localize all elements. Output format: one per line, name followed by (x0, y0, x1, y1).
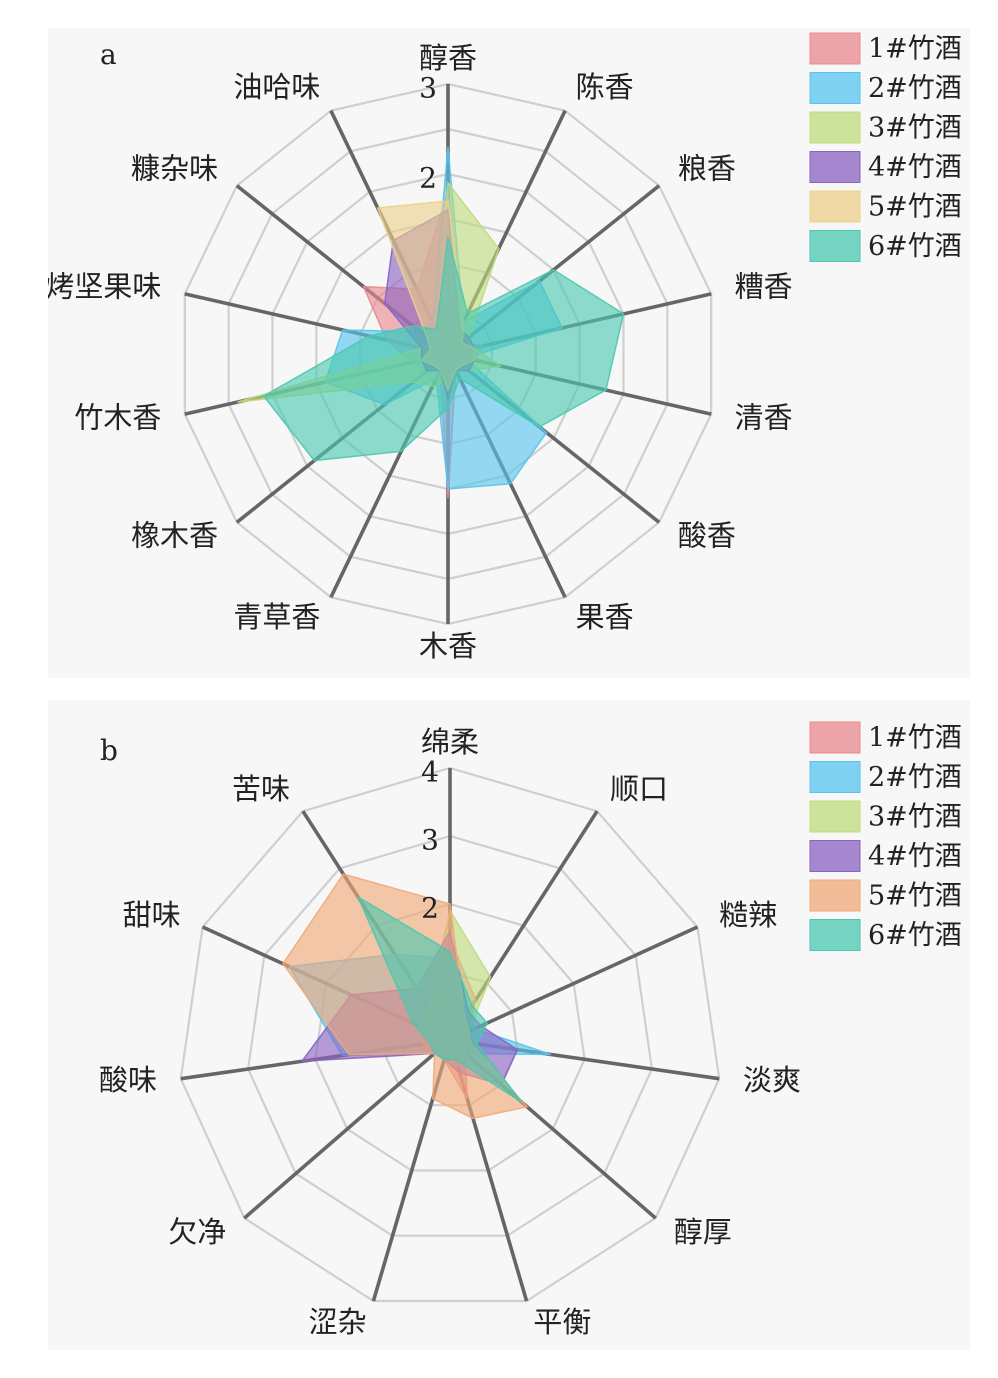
chart-b-series-6-area (356, 895, 523, 1103)
chart-a-legend-swatch-5 (809, 190, 861, 223)
chart-a-axis-label-3: 糟香 (735, 270, 793, 304)
chart-b-axis-label-6: 涩杂 (309, 1305, 367, 1339)
chart-a-legend-swatch-1 (809, 32, 861, 65)
chart-b-axis-label-4: 醇厚 (674, 1215, 732, 1249)
chart-a-tick-label-0: 2 (419, 162, 437, 195)
chart-b-legend-label-4: 4#竹酒 (868, 841, 962, 872)
chart-b-axis-label-9: 甜味 (123, 898, 181, 932)
chart-b-legend-swatch-4 (809, 840, 861, 872)
chart-b-tick-label-1: 3 (421, 824, 439, 857)
chart-a-legend-swatch-6 (809, 230, 861, 262)
chart-b-axis-label-3: 淡爽 (743, 1063, 801, 1097)
chart-a-axis-label-9: 橡木香 (131, 518, 218, 552)
chart-a-axis-label-8: 青草香 (233, 600, 320, 634)
chart-b-axis-label-8: 酸味 (99, 1063, 157, 1097)
radar-chart-b: 2 3 4 绵柔顺口糙辣淡爽醇厚平衡 涩杂 欠净 酸味 甜味 苦味 b 1#竹酒 2#竹酒 3#竹酒 4#… (48, 700, 970, 1350)
chart-b-legend-label-2: 2#竹酒 (868, 762, 962, 793)
chart-b-legend-label-3: 3#竹酒 (868, 802, 962, 833)
chart-a-legend-swatch-4 (809, 151, 861, 183)
chart-b-axis-label-0: 绵柔 (421, 725, 479, 759)
chart-a-axis-label-4: 清香 (735, 400, 793, 434)
chart-a-axis-label-0: 醇香 (419, 41, 477, 75)
chart-a-legend-label-4: 4#竹酒 (868, 152, 962, 183)
chart-b-legend-swatch-2 (809, 761, 861, 793)
chart-b-legend-label-1: 1#竹酒 (868, 723, 962, 754)
chart-a-legend: 1#竹酒 2#竹酒 3#竹酒 4#竹酒 5#竹酒 6#竹酒 (809, 32, 962, 262)
chart-a-tick-label-1: 3 (419, 72, 437, 105)
chart-a-series-6-area (262, 236, 625, 462)
chart-a-legend-label-5: 5#竹酒 (868, 192, 962, 223)
chart-b-axis-label-1: 顺口 (610, 772, 668, 806)
chart-a-legend-swatch-3 (809, 111, 861, 144)
chart-a-legend-swatch-2 (809, 72, 861, 104)
chart-b-axis-label-10: 苦味 (232, 772, 290, 806)
chart-a-axis-label-2: 粮香 (678, 152, 736, 186)
chart-a-axis-label-10: 竹木香 (74, 400, 161, 434)
chart-a-legend-label-2: 2#竹酒 (868, 73, 962, 104)
chart-b-legend: 1#竹酒 2#竹酒 3#竹酒 4#竹酒 5#竹酒 6#竹酒 (809, 721, 962, 951)
chart-b-panel-letter: b (100, 734, 118, 767)
chart-b-axis-label-2: 糙辣 (719, 898, 777, 932)
chart-b-tick-label-0: 2 (421, 892, 439, 925)
chart-b-tick-label-2: 4 (421, 756, 439, 789)
chart-b-legend-swatch-3 (809, 800, 861, 833)
chart-b-grid-ring-3 (179, 766, 721, 1303)
chart-a-legend-label-1: 1#竹酒 (868, 34, 962, 65)
chart-a-axis-label-5: 酸香 (678, 518, 736, 552)
chart-a-axis-label-1: 陈香 (576, 70, 634, 104)
chart-b-axis-label-5: 平衡 (533, 1305, 591, 1339)
chart-b-legend-label-5: 5#竹酒 (868, 881, 962, 912)
chart-a-axis-label-13: 油哈味 (233, 70, 320, 104)
chart-b-spoke-7 (243, 1038, 452, 1220)
chart-b-legend-label-6: 6#竹酒 (868, 920, 962, 951)
chart-a-axis-label-12: 糠杂味 (131, 152, 218, 186)
chart-b-legend-swatch-6 (809, 919, 861, 951)
radar-chart-a: 2 3 醇香陈香粮香糟香清香酸香果香木香 青草香 橡木香 竹木香 烤坚果味 糠杂味 油哈味 a 1#… (48, 28, 970, 678)
chart-a-axis-label-11: 烤坚果味 (48, 270, 161, 304)
chart-b-legend-swatch-1 (809, 721, 861, 754)
chart-a-axis-label-6: 果香 (576, 600, 634, 634)
chart-a-panel-letter: a (100, 38, 117, 71)
chart-a-legend-label-3: 3#竹酒 (868, 113, 962, 144)
chart-b-legend-swatch-5 (809, 879, 861, 912)
chart-a-axis-label-7: 木香 (419, 629, 477, 663)
chart-b-axis-label-7: 欠净 (168, 1215, 226, 1249)
chart-b-spoke-2 (449, 925, 699, 1042)
chart-a-legend-label-6: 6#竹酒 (868, 231, 962, 262)
chart-b-grid-ring-2 (246, 834, 654, 1237)
